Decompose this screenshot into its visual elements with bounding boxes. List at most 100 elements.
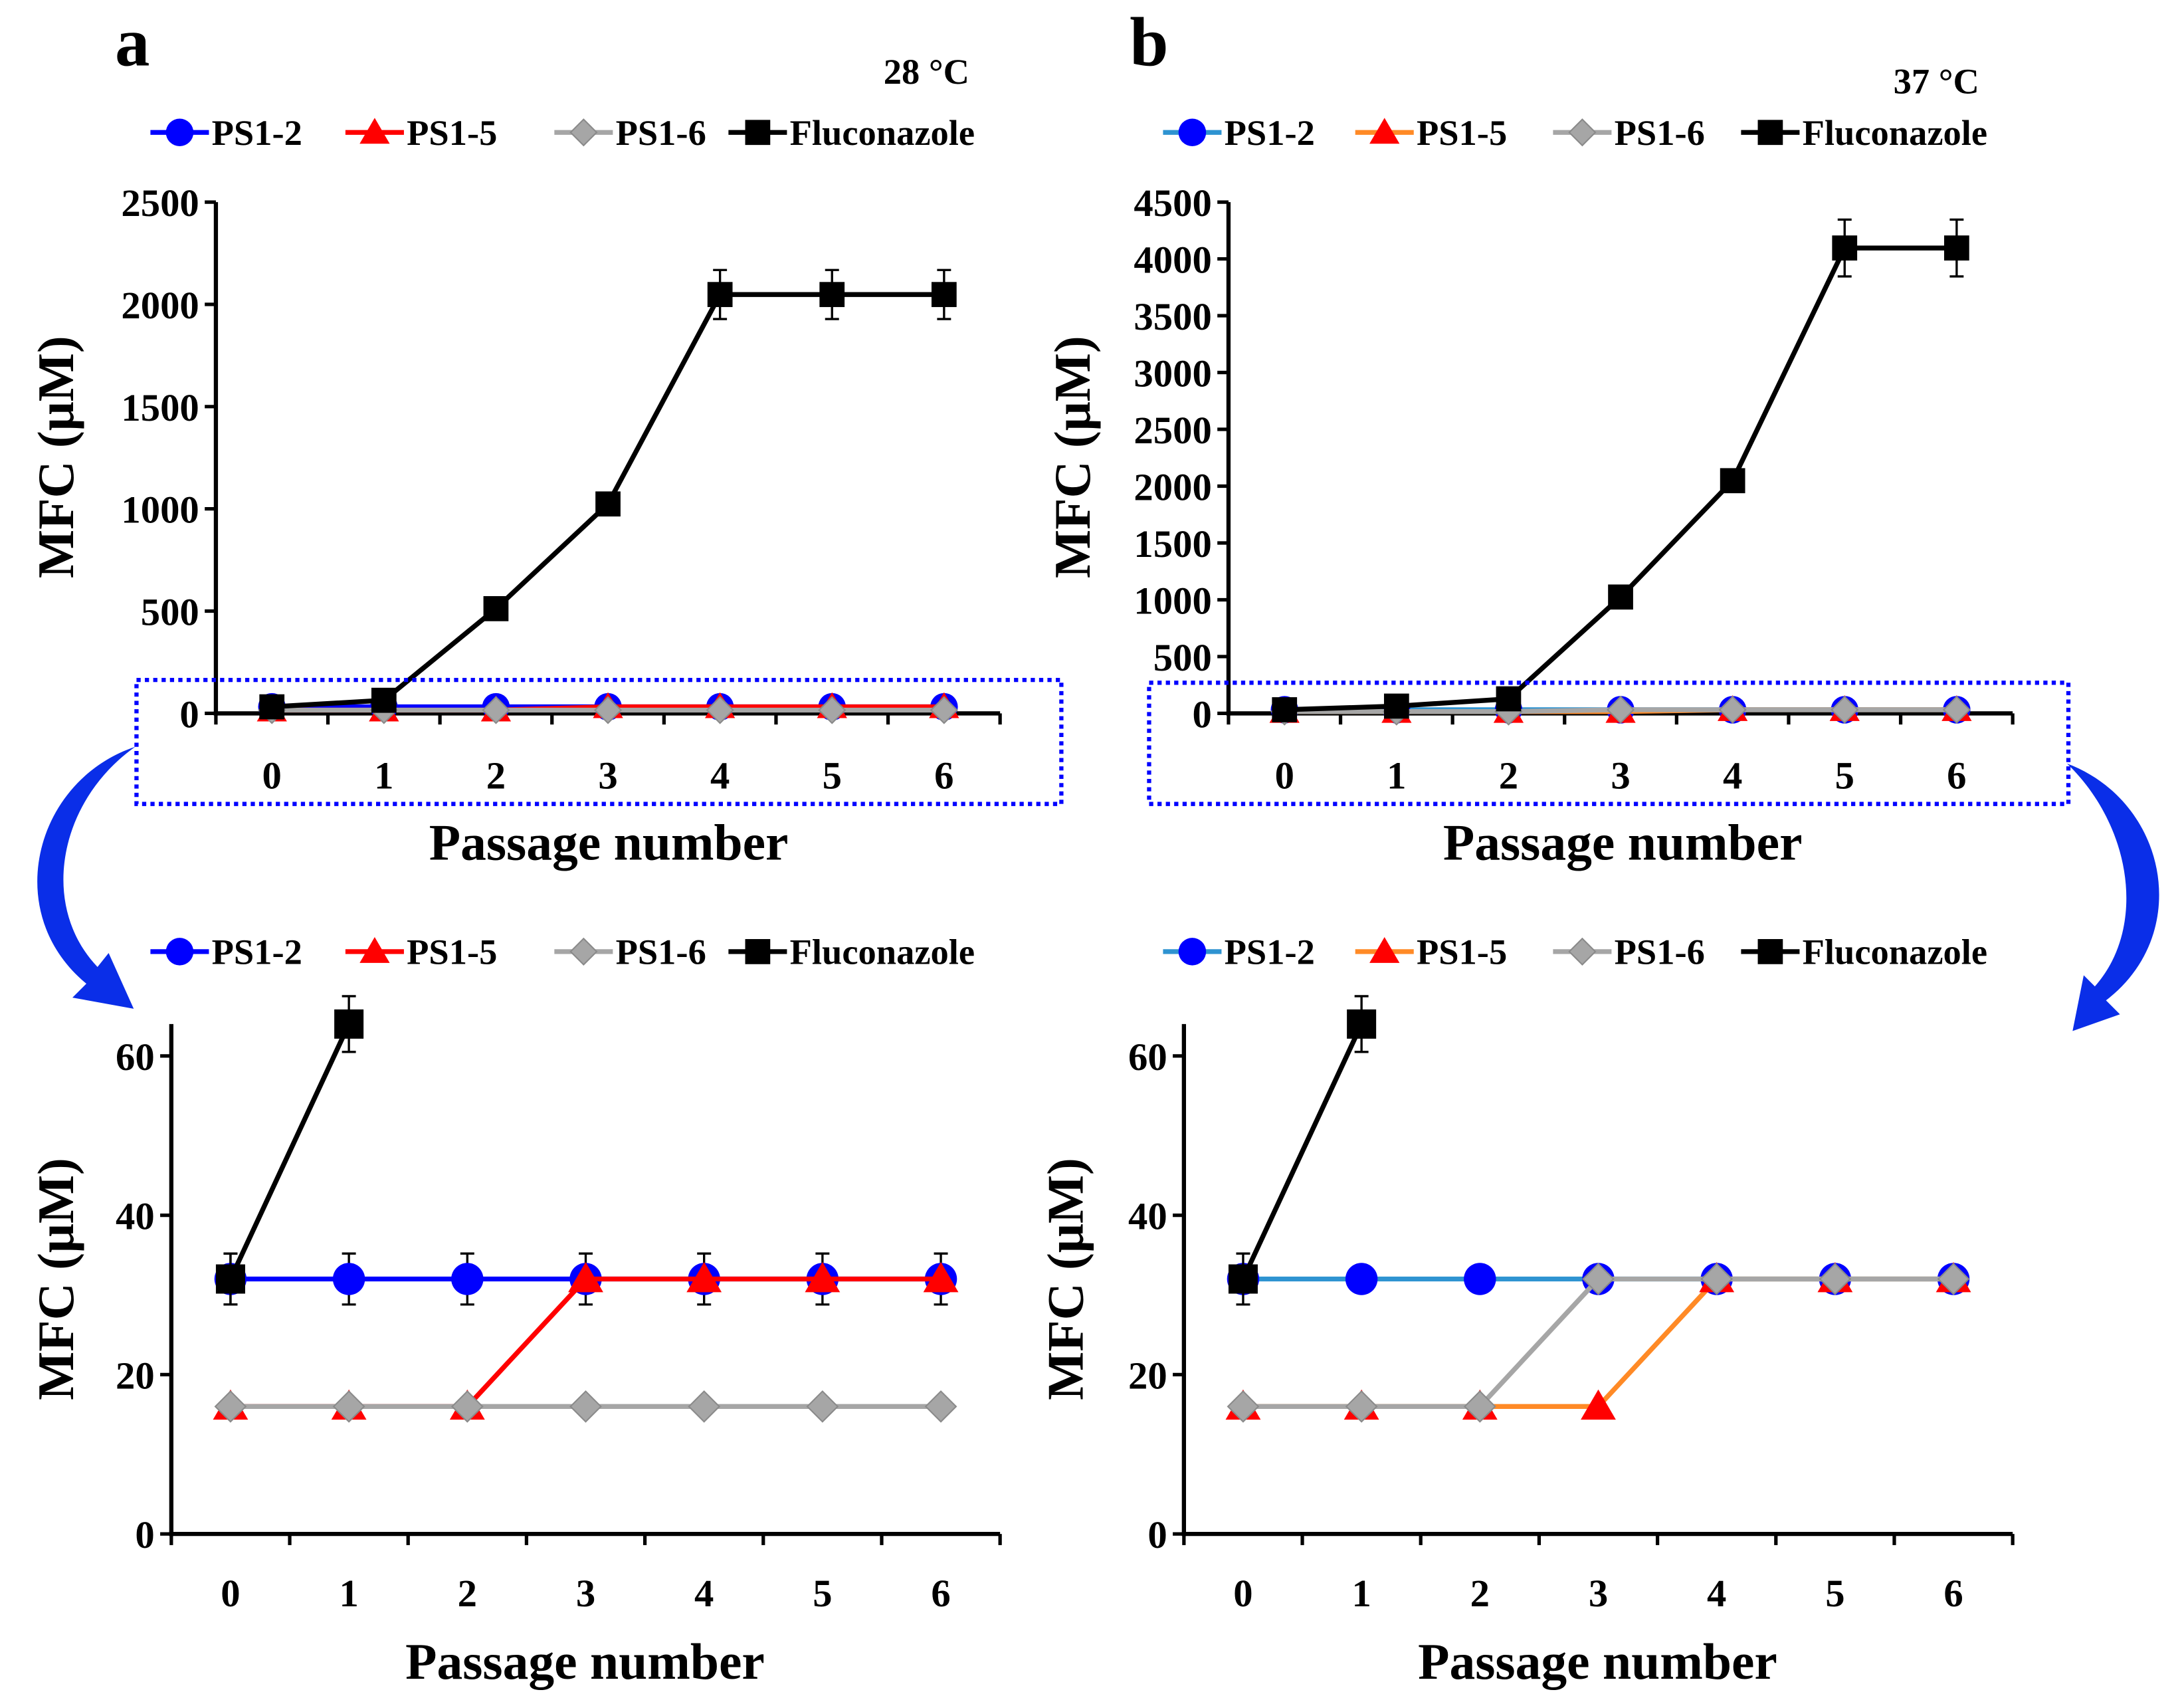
marker-ps1-5-4	[686, 1261, 722, 1293]
x-tick-label-2: 2	[1470, 1572, 1490, 1615]
legend-label-fluconazole: Fluconazole	[1803, 932, 1988, 972]
x-tick-label-0: 0	[1233, 1572, 1252, 1615]
marker-ps1-6-2	[1463, 1390, 1496, 1423]
y-tick-label-60: 60	[116, 1035, 155, 1079]
marker-fluconazole-1	[1347, 1009, 1377, 1039]
x-axis-title: Passage number	[1418, 1633, 1777, 1690]
marker-ps1-6-3	[569, 1390, 602, 1423]
marker-ps1-6-6	[1942, 695, 1971, 724]
x-axis-title: Passage number	[405, 1633, 765, 1690]
marker-ps1-2-1	[332, 1263, 365, 1295]
legend-item-fluconazole: Fluconazole	[728, 932, 975, 972]
legend-item-ps1-2: PS1-2	[150, 932, 302, 972]
legend-marker-ps1-2	[165, 118, 194, 147]
legend-marker-ps1-6	[569, 937, 598, 966]
marker-ps1-6-4	[688, 1390, 721, 1423]
marker-ps1-2-2	[1464, 1263, 1496, 1295]
legend-label-ps1-5: PS1-5	[1417, 112, 1507, 153]
y-tick-label-60: 60	[1128, 1035, 1167, 1079]
chart-a-full-range: 0 500 1000 1500 2000 2500 0 1 2 3 4 5 6 Passage numbe…	[27, 112, 1002, 871]
y-tick-label-500: 500	[1153, 636, 1212, 679]
series-fluconazole	[1272, 218, 1969, 722]
y-tick-label-0: 0	[1192, 692, 1211, 736]
y-axis-title: MFC (μM)	[1044, 336, 1101, 578]
zoom-region-box-a	[134, 677, 1064, 806]
x-axis-title: Passage number	[1443, 814, 1803, 871]
legend-marker-fluconazole	[745, 120, 771, 146]
marker-ps1-6-2	[482, 696, 510, 724]
x-tick-label-1: 1	[1387, 754, 1406, 798]
marker-fluconazole-0	[215, 1264, 245, 1294]
marker-fluconazole-0	[1272, 697, 1298, 722]
x-tick-label-6: 6	[931, 1572, 950, 1615]
legend-label-ps1-6: PS1-6	[1615, 932, 1705, 972]
x-tick-label-2: 2	[486, 754, 506, 798]
legend-item-ps1-2: PS1-2	[1163, 932, 1315, 972]
marker-fluconazole-6	[931, 282, 957, 308]
x-tick-label-6: 6	[1947, 754, 1966, 798]
x-tick-label-1: 1	[374, 754, 393, 798]
legend-item-ps1-5: PS1-5	[345, 932, 497, 972]
marker-fluconazole-4	[707, 282, 733, 308]
x-tick-label-4: 4	[1707, 1572, 1726, 1615]
legend-label-ps1-5: PS1-5	[407, 932, 497, 972]
legend-marker-fluconazole	[1757, 939, 1783, 964]
x-tick-label-5: 5	[1835, 754, 1854, 798]
marker-ps1-6-3	[593, 696, 623, 724]
legend-item-ps1-2: PS1-2	[1163, 112, 1315, 153]
legend-marker-ps1-5	[359, 937, 390, 963]
legend-label-fluconazole: Fluconazole	[790, 112, 975, 153]
x-tick-label-3: 3	[1611, 754, 1630, 798]
chart-b-full-range: 0 500 1000 1500 2000 2500 3000 3500 4000 4500 0 1 2 3…	[1044, 112, 2015, 871]
legend-label-ps1-6: PS1-6	[616, 932, 706, 972]
y-axis-title: MFC (μM)	[1037, 1158, 1094, 1400]
x-tick-label-5: 5	[1825, 1572, 1844, 1615]
x-tick-label-4: 4	[710, 754, 730, 798]
y-tick-label-500: 500	[141, 591, 199, 634]
legend-item-ps1-2: PS1-2	[150, 112, 302, 153]
marker-fluconazole-3	[1608, 584, 1633, 610]
y-tick-label-2500: 2500	[1134, 409, 1211, 452]
y-tick-label-0: 0	[1147, 1513, 1167, 1556]
marker-fluconazole-2	[483, 595, 509, 621]
marker-ps1-6-6	[924, 1390, 957, 1423]
panel-label-b: b	[1130, 4, 1168, 81]
marker-ps1-6-4	[1718, 695, 1747, 724]
marker-fluconazole-5	[1832, 235, 1858, 261]
x-tick-label-2: 2	[1499, 754, 1518, 798]
marker-ps1-5-6	[923, 1261, 959, 1293]
marker-fluconazole-3	[595, 491, 621, 517]
series-fluconazole	[259, 268, 957, 720]
series-ps1-6	[214, 1390, 957, 1423]
marker-fluconazole-2	[1496, 686, 1522, 712]
legend-label-ps1-6: PS1-6	[616, 112, 706, 153]
marker-ps1-6-6	[930, 696, 958, 724]
y-tick-label-3500: 3500	[1134, 295, 1211, 338]
marker-fluconazole-1	[1383, 693, 1409, 719]
y-tick-label-0: 0	[179, 692, 199, 736]
marker-ps1-6-1	[332, 1390, 365, 1423]
marker-ps1-5-3	[1581, 1389, 1616, 1420]
y-tick-label-0: 0	[135, 1513, 154, 1556]
zoom-arrow-left-icon	[37, 746, 136, 1009]
x-tick-label-3: 3	[598, 754, 617, 798]
y-tick-label-40: 40	[1128, 1195, 1167, 1238]
legend-marker-ps1-5	[359, 118, 390, 144]
chart-a-zoomed: 0 20 40 60 0 1 2 3 4 5 6 Passage number MFC (μM) PS1-…	[27, 932, 1002, 1690]
y-tick-label-1500: 1500	[121, 386, 199, 429]
legend-item-ps1-5: PS1-5	[345, 112, 497, 153]
x-tick-label-1: 1	[339, 1572, 358, 1615]
y-tick-label-40: 40	[116, 1195, 155, 1238]
marker-ps1-6-4	[1700, 1263, 1734, 1295]
x-tick-label-1: 1	[1351, 1572, 1371, 1615]
legend-marker-ps1-6	[1568, 118, 1597, 147]
panel-label-a: a	[115, 4, 149, 81]
y-axis-title: MFC (μM)	[27, 1158, 84, 1400]
marker-ps1-6-3	[1606, 695, 1635, 724]
legend-item-fluconazole: Fluconazole	[728, 112, 975, 153]
x-tick-label-6: 6	[934, 754, 953, 798]
series-fluconazole	[1228, 995, 1377, 1306]
x-tick-label-3: 3	[576, 1572, 595, 1615]
